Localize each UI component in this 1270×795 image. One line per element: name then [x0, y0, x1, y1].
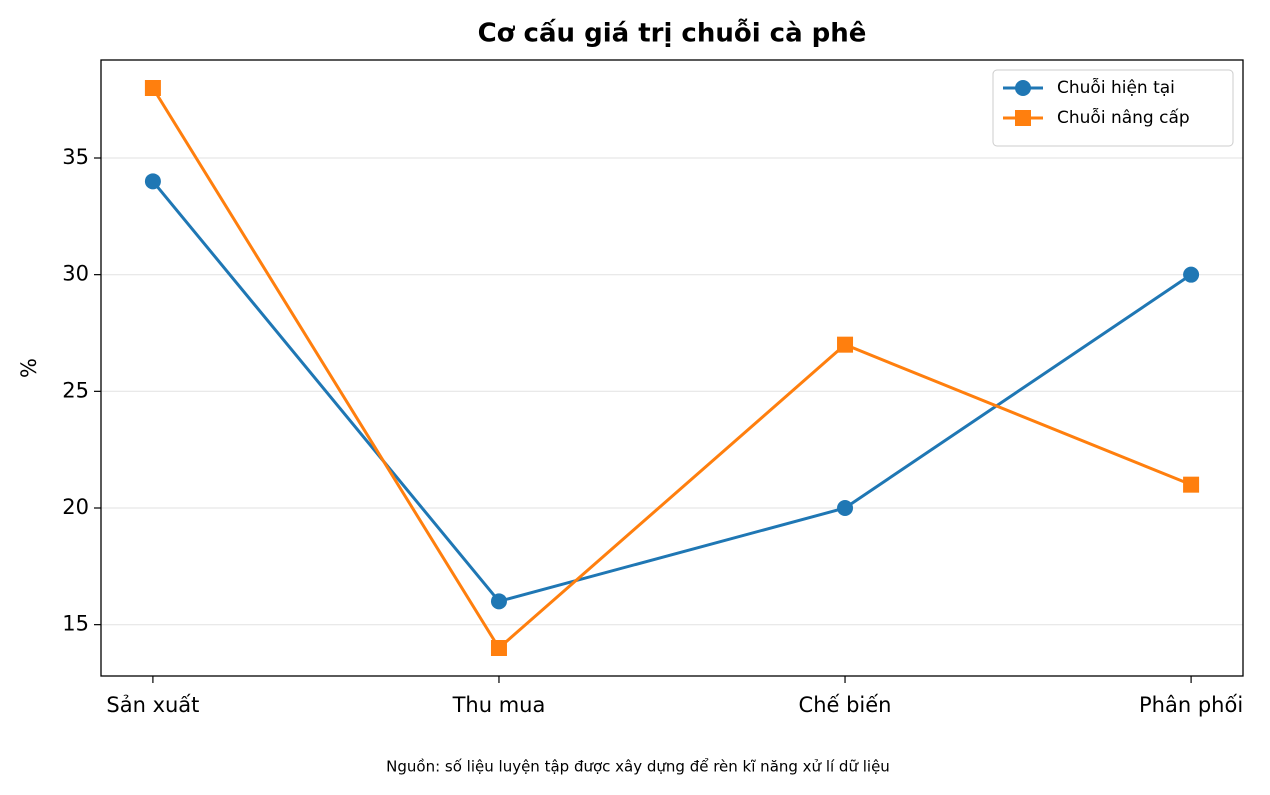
x-tick-label: Thu mua — [452, 693, 546, 717]
grid — [101, 157, 1243, 626]
data-point — [144, 80, 161, 96]
axes-frame — [100, 59, 1244, 677]
data-point — [1183, 476, 1200, 493]
footnote: Nguồn: số liệu luyện tập được xây dựng đ… — [386, 758, 890, 776]
x-tick-label: Sản xuất — [106, 693, 199, 717]
x-tick-label: Phân phối — [1139, 693, 1243, 717]
y-tick-label: 25 — [62, 378, 89, 402]
x-tick-label: Chế biến — [799, 693, 892, 717]
legend: Chuỗi hiện tại Chuỗi nâng cấp — [992, 69, 1234, 147]
data-point — [490, 640, 507, 656]
y-tick-label: 15 — [62, 612, 89, 636]
legend-box — [992, 69, 1234, 147]
legend-label: Chuỗi hiện tại — [1057, 77, 1175, 98]
data-point — [490, 593, 507, 610]
y-tick-label: 30 — [62, 262, 89, 286]
y-tick-label: 35 — [62, 145, 89, 169]
series-line — [151, 180, 1192, 604]
chart-title: Cơ cấu giá trị chuỗi cà phê — [478, 18, 867, 49]
y-axis-label: % — [17, 358, 41, 378]
data-point — [144, 173, 161, 190]
legend-marker — [1015, 110, 1031, 126]
plot-area — [144, 80, 1200, 656]
y-tick-label: 20 — [62, 495, 89, 519]
data-point — [837, 336, 854, 353]
data-point — [837, 500, 854, 516]
legend-marker — [1015, 80, 1031, 96]
data-point — [1183, 266, 1200, 283]
legend-label: Chuỗi nâng cấp — [1057, 107, 1190, 128]
series-line — [151, 87, 1192, 651]
